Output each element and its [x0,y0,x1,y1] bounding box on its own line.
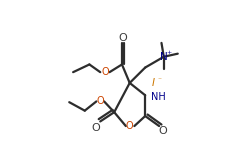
Text: O: O [101,67,109,77]
Text: I: I [152,78,155,88]
Text: N: N [160,52,168,62]
Text: O: O [96,96,104,106]
Text: ⁻: ⁻ [158,75,162,84]
Text: O: O [159,126,167,136]
Text: NH: NH [151,92,166,102]
Text: +: + [167,50,172,55]
Text: O: O [91,123,100,133]
Text: O: O [119,33,127,43]
Text: O: O [126,121,133,131]
